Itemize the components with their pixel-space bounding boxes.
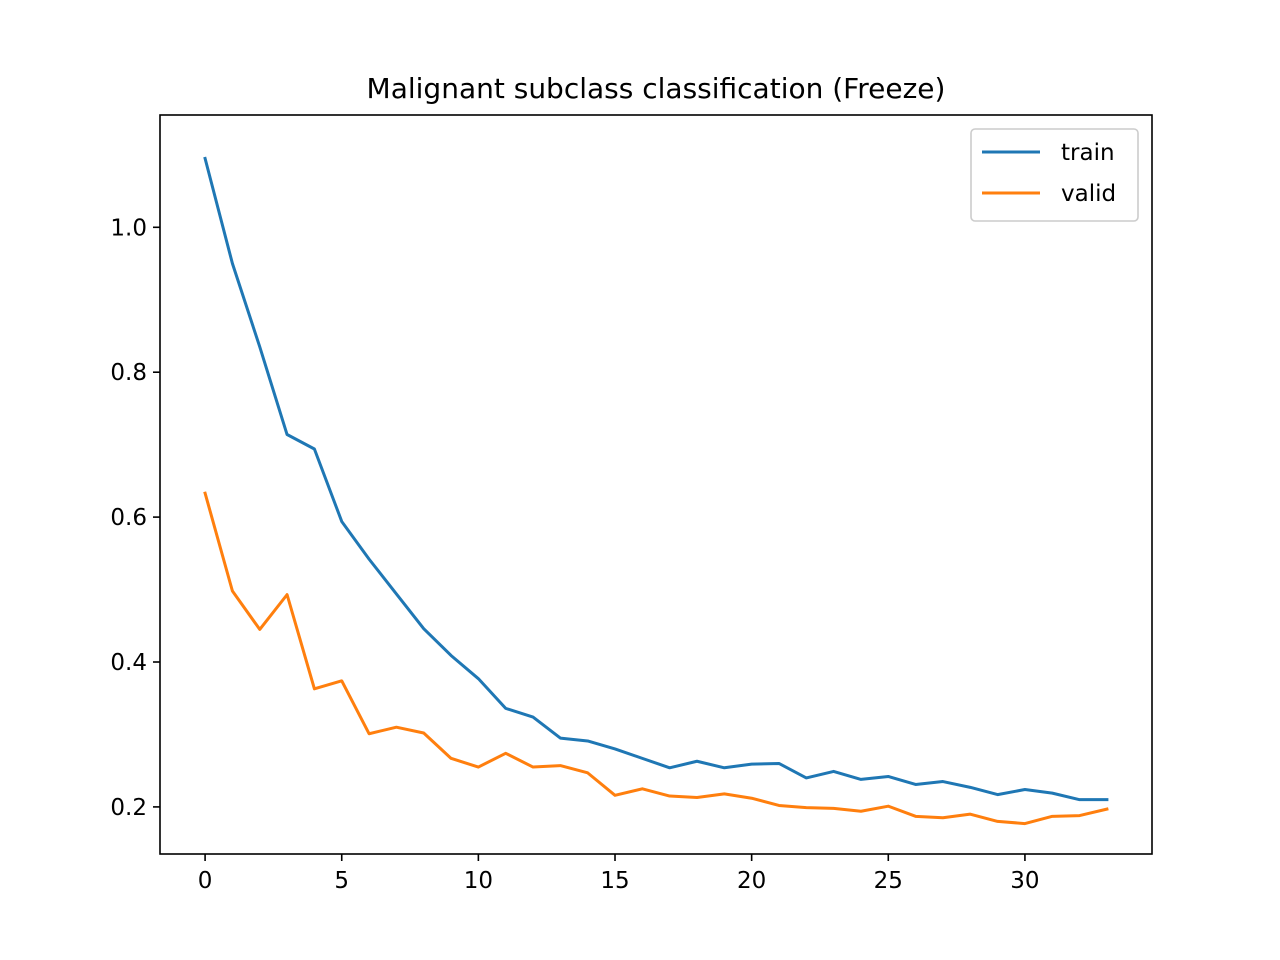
series-line-valid: [203, 491, 1109, 826]
y-tick-label: 1.0: [110, 215, 147, 241]
y-tick-label: 0.4: [110, 650, 147, 676]
x-tick-label: 20: [737, 868, 766, 894]
y-tick-label: 0.6: [110, 505, 147, 531]
legend-label-valid: valid: [1061, 181, 1116, 207]
legend-label-train: train: [1061, 140, 1115, 166]
x-tick-label: 30: [1010, 868, 1039, 894]
y-tick-label: 0.8: [110, 360, 147, 386]
x-axis: 0 5 10 15 20 25 30: [198, 854, 1040, 894]
legend: train valid: [970, 128, 1139, 222]
series-line-train: [203, 156, 1109, 802]
x-tick-label: 25: [874, 868, 903, 894]
chart-title: Malignant subclass classification (Freez…: [367, 72, 946, 105]
x-tick-label: 15: [600, 868, 629, 894]
y-tick-label: 0.2: [110, 795, 147, 821]
series-group: [203, 156, 1109, 826]
x-tick-label: 5: [334, 868, 349, 894]
x-tick-label: 0: [198, 868, 213, 894]
y-axis: 0.2 0.4 0.6 0.8 1.0: [110, 215, 160, 821]
plot-area-frame: [159, 114, 1153, 855]
x-tick-label: 10: [464, 868, 493, 894]
